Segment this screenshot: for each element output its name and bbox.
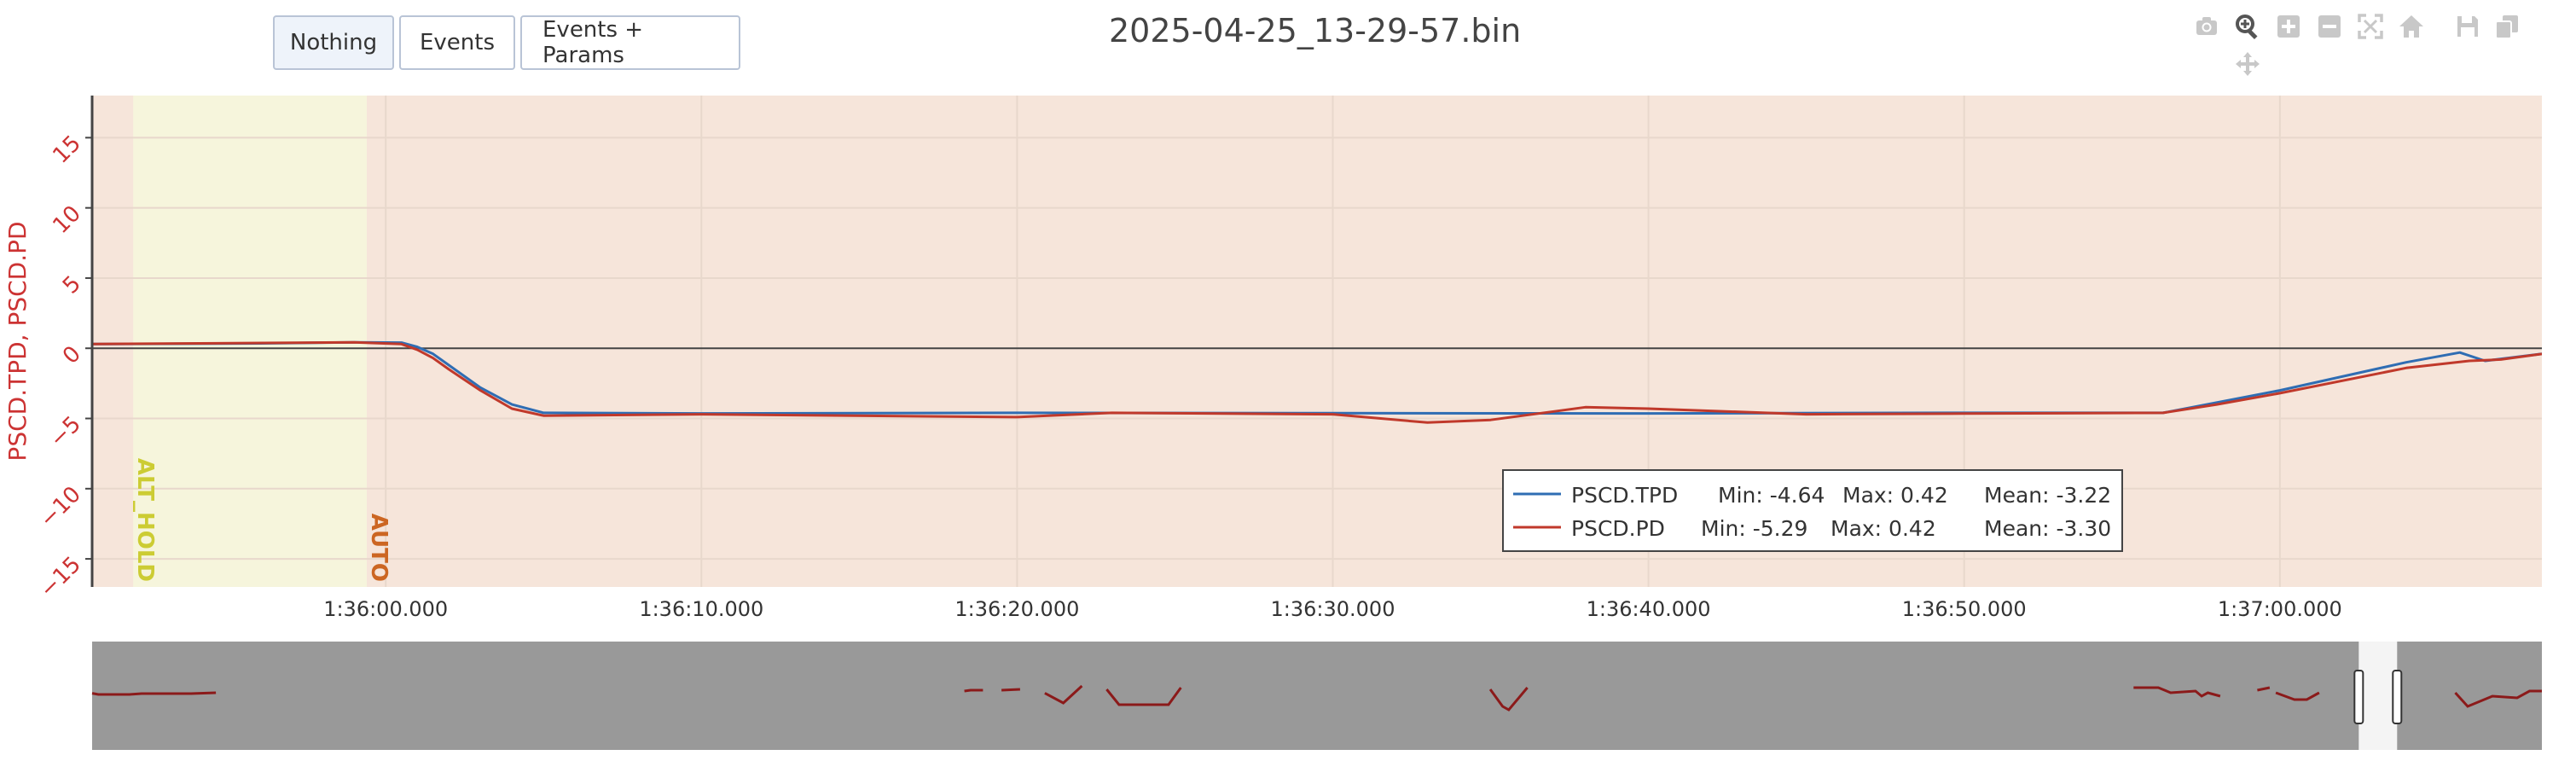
x-tick-label: 1:36:50.000 — [1902, 597, 2027, 621]
x-tick-label: 1:36:40.000 — [1587, 597, 1711, 621]
copy-icon[interactable] — [2492, 12, 2521, 41]
events-button[interactable]: Events — [399, 15, 515, 70]
mode-regions — [92, 96, 2542, 587]
mode-label-alt-hold: ALT_HOLD — [132, 458, 158, 582]
legend-pd-name: PSCD.PD — [1571, 516, 1665, 541]
x-tick-label: 1:36:20.000 — [954, 597, 1079, 621]
event-mode-buttons: Nothing Events Events + Params — [273, 15, 740, 70]
pan-icon[interactable] — [2233, 49, 2262, 78]
zoom-in-icon[interactable] — [2274, 12, 2303, 41]
chart-title: 2025-04-25_13-29-57.bin — [1109, 12, 1522, 49]
range-slider-selected[interactable] — [2358, 642, 2398, 750]
x-tick-label: 1:36:30.000 — [1271, 597, 1395, 621]
y-tick-label: −5 — [45, 411, 86, 452]
legend-tpd-mean: Mean: -3.22 — [1984, 483, 2111, 508]
axes: 15 10 5 0 −5 −10 −15 1:36:00.000 1:36:10.000 1:36… — [35, 96, 2342, 621]
y-tick-label: 10 — [48, 200, 86, 239]
range-slider-trace — [1488, 687, 1529, 712]
camera-icon[interactable] — [2192, 12, 2221, 41]
mode-region-labels: ALT_HOLD AUTO — [132, 458, 392, 582]
mode-label-auto: AUTO — [366, 514, 392, 582]
range-slider-trace — [2133, 686, 2221, 698]
legend-pd-max: Max: 0.42 — [1830, 516, 1936, 541]
zoom-out-icon[interactable] — [2315, 12, 2344, 41]
y-axis-label: PSCD.TPD, PSCD.PD — [3, 221, 32, 461]
autoscale-icon[interactable] — [2356, 12, 2385, 41]
y-tick-label: −10 — [35, 482, 86, 533]
range-slider-trace — [2257, 686, 2271, 692]
y-tick-label: 5 — [58, 271, 86, 299]
home-icon[interactable] — [2397, 12, 2426, 41]
range-slider-trace — [2454, 689, 2542, 708]
range-slider-right-handle[interactable] — [2392, 670, 2403, 724]
save-icon[interactable] — [2453, 12, 2482, 41]
range-slider-traces — [91, 684, 2542, 712]
range-slider-trace — [964, 688, 983, 693]
x-tick-label: 1:36:00.000 — [323, 597, 448, 621]
nothing-button[interactable]: Nothing — [273, 15, 394, 70]
y-tick-label: 0 — [58, 341, 86, 369]
legend-tpd-name: PSCD.TPD — [1571, 483, 1678, 508]
range-slider-trace — [2275, 691, 2320, 701]
range-slider-trace — [91, 691, 217, 696]
x-tick-label: 1:36:10.000 — [639, 597, 763, 621]
y-tick-label: 15 — [48, 131, 86, 169]
legend-tpd-max: Max: 0.42 — [1842, 483, 1948, 508]
range-slider-trace — [1105, 687, 1182, 706]
legend-pd-mean: Mean: -3.30 — [1984, 516, 2111, 541]
range-slider-trace — [1001, 688, 1020, 692]
legend-box — [1502, 469, 2123, 552]
range-slider-window — [2353, 642, 2403, 750]
range-slider-background[interactable] — [92, 642, 2542, 750]
legend-pd-min: Min: -5.29 — [1701, 516, 1807, 541]
modebar — [2184, 12, 2542, 89]
legend-tpd-min: Min: -4.64 — [1718, 483, 1825, 508]
range-slider-trace — [1044, 684, 1083, 705]
mode-region-alt-hold — [133, 96, 367, 587]
y-tick-label: −15 — [35, 552, 86, 603]
legend: PSCD.TPD Min: -4.64 Max: 0.42 Mean: -3.2… — [1502, 469, 2123, 552]
range-slider-left-handle[interactable] — [2353, 670, 2364, 724]
series-lines — [92, 340, 2542, 424]
series-line-pscd-pd — [92, 340, 2542, 424]
events-params-button[interactable]: Events + Params — [520, 15, 740, 70]
range-slider — [91, 642, 2542, 750]
mode-region-auto — [366, 96, 2542, 587]
x-tick-label: 1:37:00.000 — [2218, 597, 2342, 621]
zoom-icon[interactable] — [2233, 12, 2262, 41]
